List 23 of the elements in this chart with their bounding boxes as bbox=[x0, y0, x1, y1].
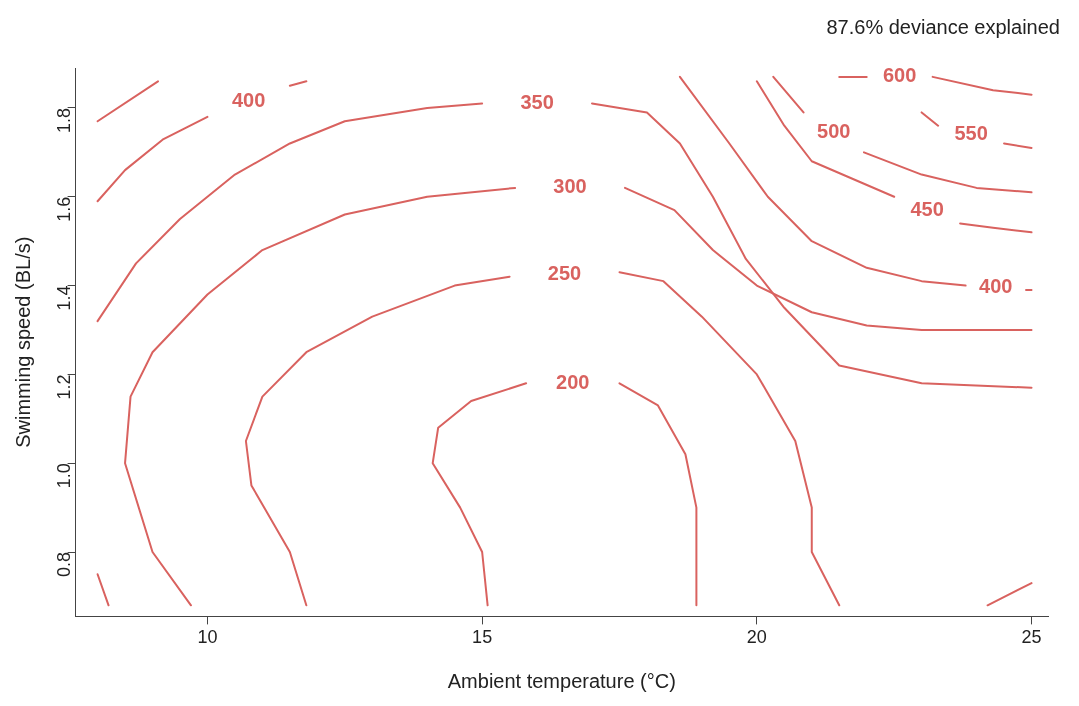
x-tick-label: 25 bbox=[1021, 627, 1042, 648]
y-tick-label: 1.4 bbox=[53, 285, 74, 311]
x-axis-title: Ambient temperature (°C) bbox=[447, 669, 676, 692]
series-label: 350 bbox=[520, 91, 554, 114]
x-tick-label: 15 bbox=[472, 627, 493, 648]
series-label: 400 bbox=[979, 275, 1013, 298]
y-tick-label: 1.0 bbox=[53, 463, 74, 489]
y-tick-label: 1.8 bbox=[53, 107, 74, 133]
series-label: 300 bbox=[553, 175, 587, 198]
y-tick-label: 0.8 bbox=[53, 552, 74, 578]
series-label: 500 bbox=[817, 119, 851, 142]
x-tick-label: 10 bbox=[197, 627, 218, 648]
x-tick-label: 20 bbox=[746, 627, 767, 648]
y-axis-title: Swimming speed (BL/s) bbox=[11, 236, 34, 448]
series-label: 550 bbox=[954, 122, 988, 145]
y-tick-label: 1.6 bbox=[53, 196, 74, 222]
text: 87.6% deviance explained bbox=[826, 16, 1060, 39]
series-label: 200 bbox=[556, 370, 590, 393]
series-label: 600 bbox=[882, 64, 917, 87]
series-label: 450 bbox=[910, 197, 944, 220]
y-tick-label: 1.2 bbox=[53, 374, 74, 400]
series-label: 250 bbox=[547, 262, 582, 284]
text: 400 bbox=[231, 88, 266, 111]
